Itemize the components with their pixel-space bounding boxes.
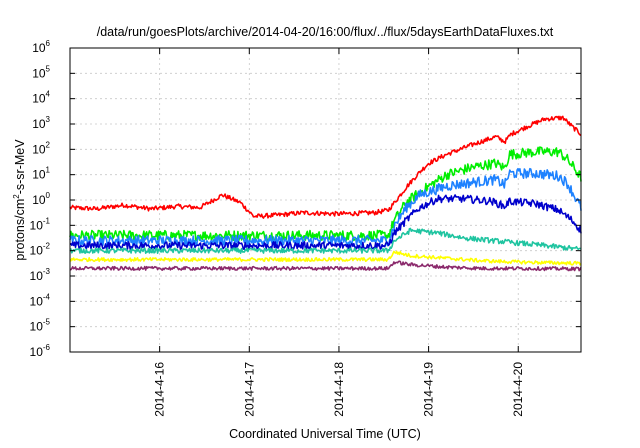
y-axis-label: protons/cm2-s-sr-MeV	[12, 139, 27, 261]
y-tick-label: 103	[32, 115, 50, 131]
y-tick-label: 10-2	[30, 242, 51, 258]
grid-lines	[70, 48, 581, 352]
y-tick-label: 100	[32, 191, 50, 207]
x-tick-label: 2014-4-19	[422, 362, 436, 417]
series-line-0	[69, 115, 582, 219]
x-tick-label: 2014-4-17	[242, 362, 256, 417]
x-tick-label: 2014-4-16	[153, 362, 167, 417]
y-axis-label-post: -s-sr-MeV	[13, 139, 27, 195]
x-tick-label: 2014-4-18	[332, 362, 346, 417]
y-tick-label: 10-4	[30, 292, 51, 308]
y-axis-label-sup: 2	[12, 194, 21, 199]
chart-title: /data/run/goesPlots/archive/2014-04-20/1…	[97, 25, 554, 39]
series-line-1	[69, 146, 582, 242]
x-tick-labels: 2014-4-16 2014-4-17 2014-4-18 2014-4-19 2014…	[153, 362, 526, 417]
y-tick-label: 10-1	[30, 216, 51, 232]
series-line-3	[69, 194, 582, 251]
series-line-5	[69, 250, 582, 266]
y-tick-label: 102	[32, 140, 50, 156]
y-tick-labels: 106 105 104 103 102 101 100 10-1 10-2 10-3 10-4 10-…	[30, 39, 51, 359]
y-tick-label: 105	[32, 64, 50, 80]
series-group	[69, 115, 582, 272]
x-tick-label: 2014-4-20	[511, 362, 525, 417]
y-tick-label: 101	[32, 166, 50, 182]
y-tick-label: 106	[32, 39, 50, 55]
x-axis-label: Coordinated Universal Time (UTC)	[229, 427, 421, 441]
y-tick-label: 104	[32, 90, 50, 106]
series-line-2	[69, 167, 582, 247]
y-tick-label: 10-5	[30, 318, 51, 334]
series-line-4	[69, 227, 582, 254]
y-tick-label: 10-3	[30, 267, 51, 283]
plot-frame	[69, 47, 582, 353]
axes	[69, 47, 582, 353]
y-tick-label: 10-6	[30, 343, 51, 359]
series-line-6	[70, 260, 582, 272]
y-axis-label-pre: protons/cm	[13, 199, 27, 261]
